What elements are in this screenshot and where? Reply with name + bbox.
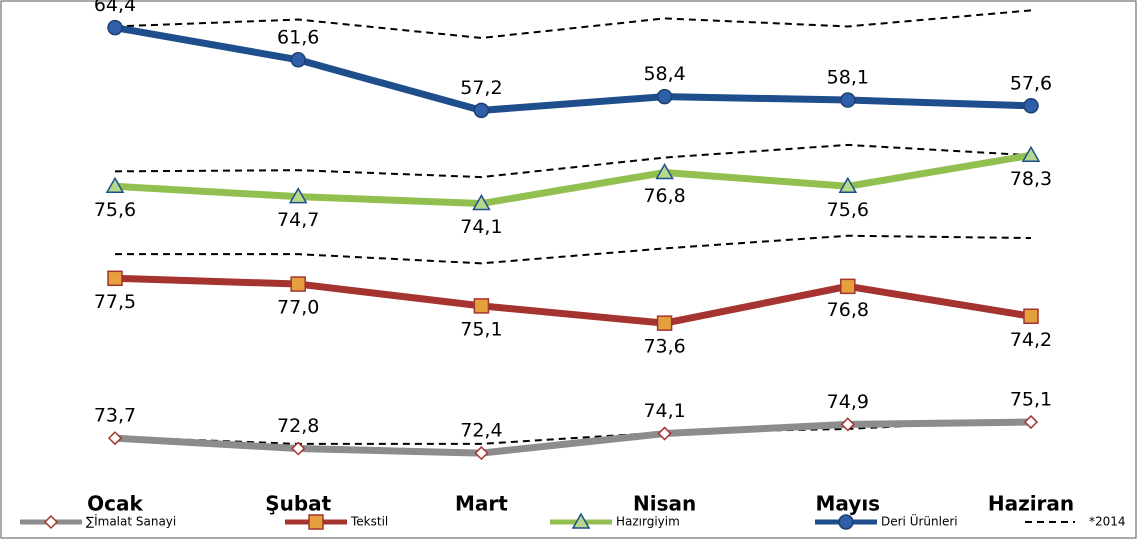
data-label: 77,0 <box>277 297 319 319</box>
data-label: 76,8 <box>827 299 869 321</box>
data-label: 78,3 <box>1010 168 1052 190</box>
reference-line <box>114 418 1032 445</box>
point <box>1021 145 1041 162</box>
legend-marker <box>838 514 854 530</box>
legend-label: Tekstil <box>350 515 388 529</box>
point <box>840 92 856 108</box>
point <box>655 162 674 180</box>
legend-marker <box>571 512 591 529</box>
data-label: 74,1 <box>460 216 502 238</box>
series: 64,4 61,6 57,2 58,4 58,1 57,6 <box>94 0 1052 119</box>
data-label: 61,6 <box>277 26 319 48</box>
series-line <box>111 418 1035 457</box>
point <box>107 431 123 446</box>
data-label: 73,7 <box>94 405 136 427</box>
point <box>288 187 308 204</box>
point <box>290 52 306 68</box>
data-label: 74,9 <box>827 391 869 413</box>
series-line <box>111 274 1035 327</box>
point <box>473 102 490 119</box>
point <box>107 270 123 287</box>
point <box>291 441 306 456</box>
point <box>838 176 858 194</box>
series: 77,5 77,0 75,1 73,6 76,8 74,2 <box>94 234 1052 358</box>
data-label: 72,4 <box>460 420 502 442</box>
data-label: 58,4 <box>643 63 685 85</box>
point <box>474 446 489 461</box>
data-label: 64,4 <box>94 0 136 16</box>
point <box>1023 414 1039 430</box>
reference-line <box>115 234 1032 265</box>
legend-label: ∑İmalat Sanayi <box>86 514 176 529</box>
point <box>657 426 672 441</box>
point <box>105 176 125 194</box>
data-label: 76,8 <box>643 185 685 207</box>
legend-label: *2014 <box>1089 515 1126 529</box>
series: 73,7 72,8 72,4 74,1 74,9 75,1 <box>94 389 1052 461</box>
point <box>656 315 673 331</box>
x-tick-label: Mayıs <box>816 492 881 516</box>
legend-label: Hazırgiyim <box>616 515 680 529</box>
legend-marker <box>43 514 59 530</box>
data-label: 58,1 <box>827 67 869 89</box>
x-tick-label: Haziran <box>988 492 1074 516</box>
data-label: 74,1 <box>643 400 685 422</box>
x-tick-label: Mart <box>455 492 508 516</box>
series-line <box>111 24 1035 114</box>
x-tick-label: Ocak <box>87 492 143 516</box>
data-label: 73,6 <box>643 336 685 358</box>
legend-label: Deri Ürünleri <box>881 513 958 529</box>
point <box>656 88 673 105</box>
data-label: 75,6 <box>94 199 136 221</box>
point <box>1023 98 1039 114</box>
data-label: 75,6 <box>827 199 869 221</box>
point <box>107 19 123 36</box>
data-label: 75,1 <box>1010 389 1052 411</box>
legend-marker <box>308 514 324 530</box>
point <box>472 194 491 211</box>
point <box>840 417 855 432</box>
reference-line <box>114 143 1032 179</box>
point <box>290 276 306 292</box>
point <box>840 278 856 295</box>
x-tick-label: Nisan <box>633 492 696 516</box>
data-label: 57,2 <box>460 77 502 99</box>
data-label: 74,2 <box>1010 329 1052 351</box>
data-label: 57,6 <box>1010 72 1052 94</box>
series: 75,6 74,7 74,1 76,8 75,6 78,3 <box>94 143 1052 238</box>
reference-line <box>114 9 1032 39</box>
point <box>473 298 490 314</box>
data-label: 74,7 <box>277 209 319 231</box>
point <box>1023 308 1039 324</box>
data-label: 75,1 <box>460 318 502 340</box>
data-label: 77,5 <box>94 291 136 313</box>
data-label: 72,8 <box>277 415 319 437</box>
x-tick-label: Şubat <box>265 492 331 516</box>
series-line <box>111 151 1035 208</box>
